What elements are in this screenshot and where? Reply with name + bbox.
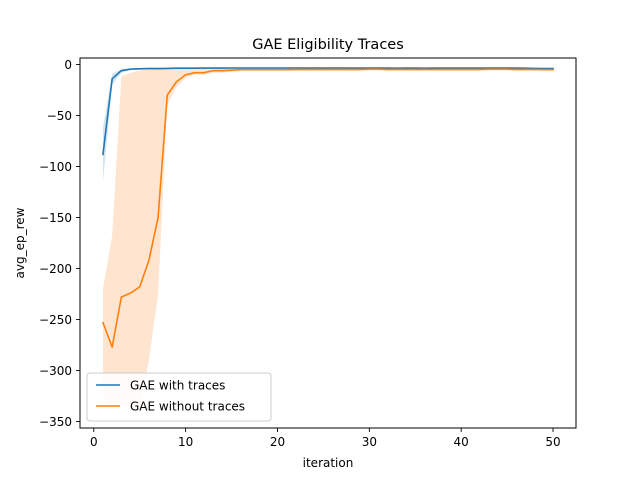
series-2-line	[101, 68, 554, 348]
y-tick-label: −100	[39, 160, 72, 174]
y-axis-label: avg_ep_rew	[13, 207, 27, 278]
y-tick-label: −150	[39, 211, 72, 225]
legend-label: GAE without traces	[130, 399, 245, 413]
x-tick-label: 30	[362, 435, 377, 449]
confidence-bands	[102, 67, 554, 407]
series-lines	[101, 67, 554, 348]
x-tick-label: 0	[90, 435, 98, 449]
x-axis: 0 10 20 30 40 50	[90, 428, 561, 449]
y-tick-label: −350	[39, 415, 72, 429]
series-2-band	[102, 67, 554, 407]
legend: GAE with traces GAE without traces	[86, 372, 272, 422]
y-tick-label: −300	[39, 364, 72, 378]
chart-title: GAE Eligibility Traces	[252, 37, 404, 53]
x-axis-label: iteration	[303, 456, 354, 470]
x-tick-label: 40	[454, 435, 469, 449]
y-tick-label: −50	[47, 109, 72, 123]
legend-label: GAE with traces	[130, 378, 225, 392]
y-axis: 0 −50 −100 −150 −200 −250 −300 −350	[39, 58, 80, 429]
x-tick-label: 50	[545, 435, 560, 449]
legend-box	[86, 372, 272, 422]
y-tick-label: −250	[39, 313, 72, 327]
y-tick-label: −200	[39, 262, 72, 276]
x-tick-label: 10	[178, 435, 193, 449]
plot-frame	[79, 57, 577, 429]
x-tick-label: 20	[270, 435, 285, 449]
y-tick-label: 0	[64, 58, 72, 72]
series-1-line	[102, 67, 554, 156]
